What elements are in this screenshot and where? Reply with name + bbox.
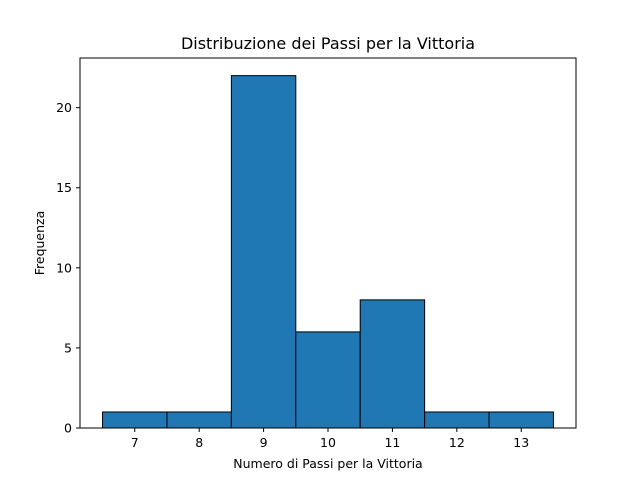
bar-12 [424, 411, 490, 429]
y-tick-label: 0 [64, 421, 72, 436]
y-axis: 0 5 10 15 20 [56, 100, 80, 436]
x-tick-label: 8 [195, 435, 203, 450]
chart-title: Distribuzione dei Passi per la Vittoria [181, 34, 475, 53]
x-axis: 7 8 9 10 11 12 13 [131, 428, 529, 450]
y-axis-label: Frequenza [32, 211, 47, 276]
x-axis-label: Numero di Passi per la Vittoria [233, 456, 422, 471]
x-tick-label: 13 [513, 435, 529, 450]
bar-7 [102, 411, 168, 429]
bar-10 [295, 331, 361, 429]
y-tick-label: 5 [64, 340, 72, 355]
bar-13 [488, 411, 554, 429]
bars-group [102, 75, 554, 429]
y-tick-label: 10 [56, 260, 72, 275]
x-tick-label: 11 [384, 435, 400, 450]
x-tick-label: 9 [260, 435, 268, 450]
x-tick-label: 12 [449, 435, 465, 450]
x-tick-label: 7 [131, 435, 139, 450]
x-tick-label: 10 [320, 435, 336, 450]
y-tick-label: 20 [56, 100, 72, 115]
bar-9 [230, 75, 297, 429]
y-tick-label: 15 [56, 180, 72, 195]
bar-8 [166, 411, 232, 429]
bar-11 [359, 299, 426, 429]
